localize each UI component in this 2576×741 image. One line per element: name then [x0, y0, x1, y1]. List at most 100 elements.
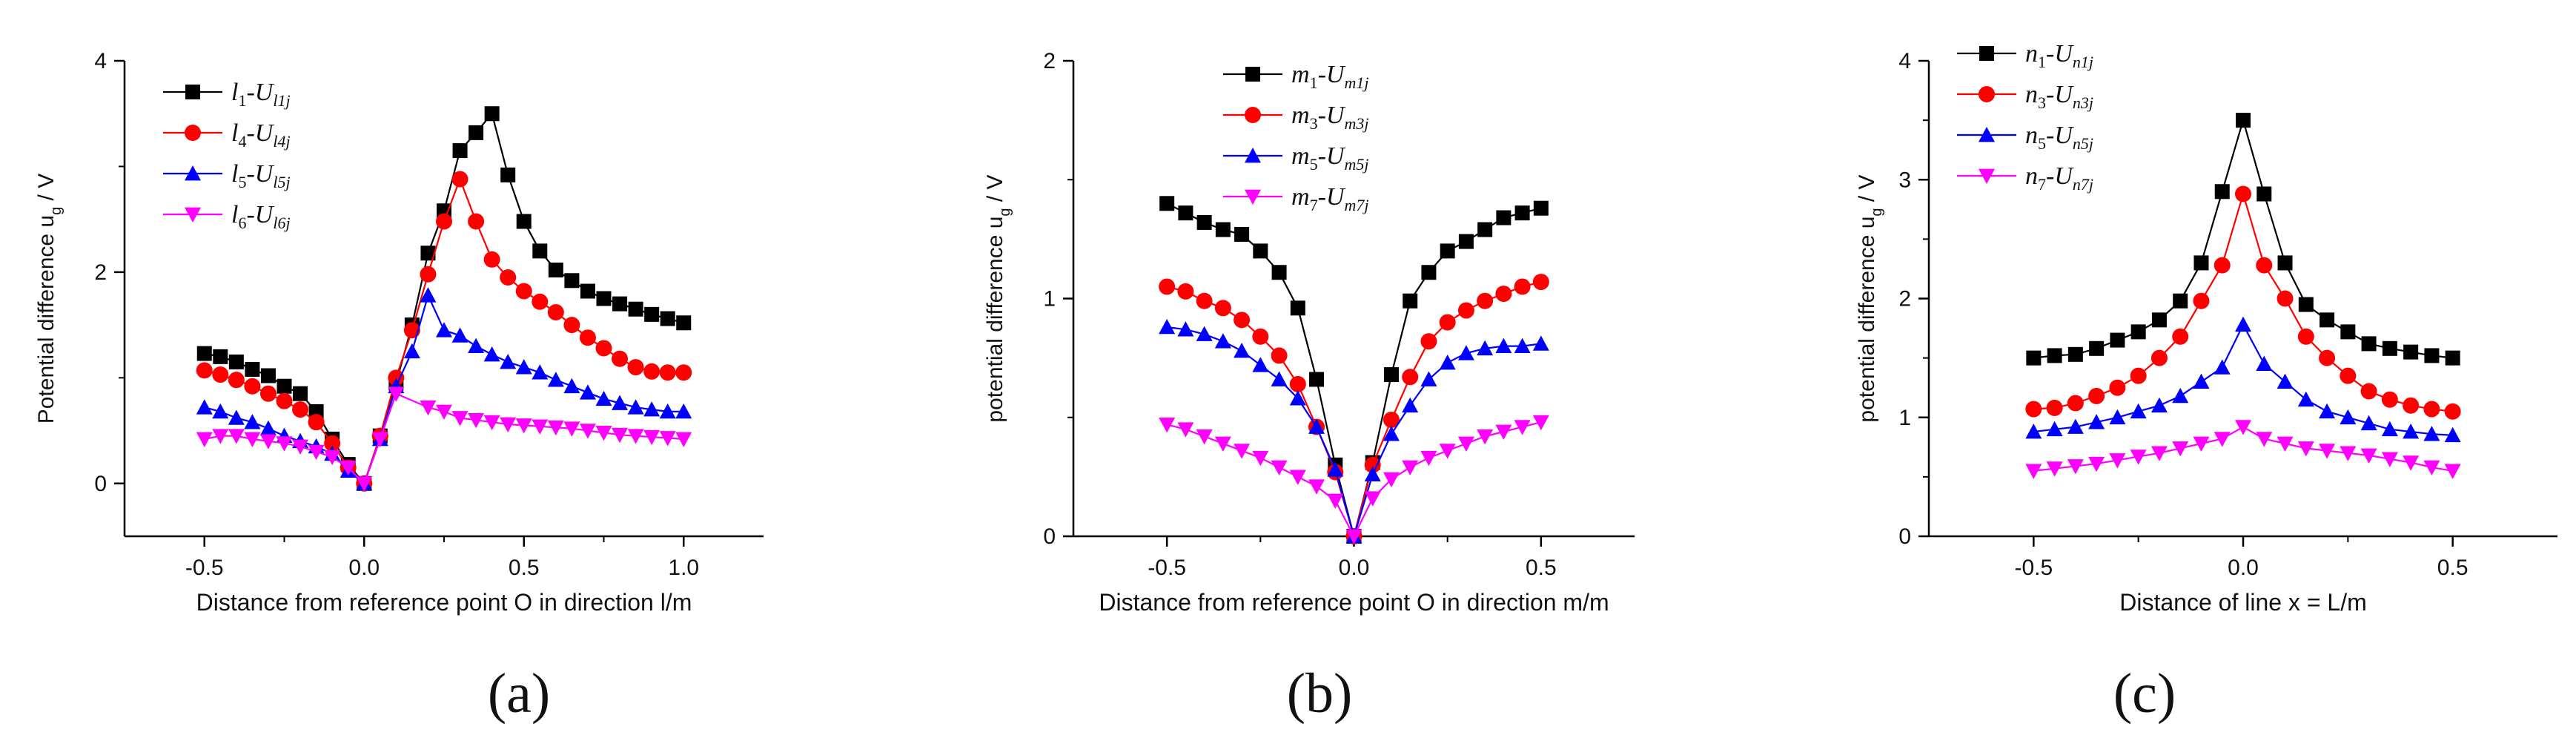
- legend-sub: 1: [238, 91, 246, 110]
- data-point: [2150, 397, 2168, 413]
- data-point: [1196, 292, 1213, 309]
- data-point: [1495, 337, 1512, 353]
- legend-marker: [1979, 127, 1995, 142]
- x-tick-label: 0.5: [2437, 556, 2469, 580]
- data-point: [2193, 373, 2210, 389]
- data-point: [612, 427, 629, 444]
- series-m7-Um7j: [1159, 415, 1549, 544]
- data-point: [628, 301, 643, 317]
- data-point: [356, 476, 373, 492]
- data-point: [2150, 349, 2168, 366]
- data-point: [2046, 461, 2063, 477]
- data-point: [1439, 314, 1456, 331]
- legend-entry: n3-Un3j: [1957, 81, 2093, 112]
- data-point: [388, 369, 405, 386]
- series-n5-Un5j: [2025, 316, 2461, 443]
- legend-mid: -U: [1318, 142, 1346, 170]
- data-point: [2214, 184, 2230, 200]
- data-point: [2256, 257, 2273, 274]
- data-point: [563, 421, 580, 437]
- data-point: [483, 415, 500, 431]
- data-point: [259, 385, 277, 402]
- legend-mid: -U: [2046, 122, 2074, 149]
- legend-marker: [1979, 46, 1994, 61]
- data-point: [196, 432, 213, 447]
- data-point: [2340, 446, 2357, 461]
- x-axis-label: Distance from reference point O in direc…: [196, 589, 692, 616]
- x-tick-label: 1.0: [668, 556, 699, 580]
- data-point: [1495, 424, 1512, 440]
- legend-sub: l4j: [273, 132, 290, 151]
- data-point: [2214, 257, 2231, 274]
- data-point: [532, 364, 549, 380]
- data-point: [2110, 332, 2125, 348]
- x-tick-label: 0.0: [1339, 556, 1370, 580]
- legend-label: l6-Ul6j: [231, 201, 291, 232]
- legend-sub: 7: [1310, 196, 1318, 214]
- data-point: [1496, 210, 1512, 225]
- data-point: [659, 403, 676, 419]
- data-point: [2319, 444, 2336, 459]
- y-tick-label: 3: [1898, 168, 1911, 192]
- data-point: [2277, 255, 2293, 271]
- x-tick-label: -0.5: [185, 556, 224, 580]
- legend-main: l: [231, 201, 238, 228]
- data-point: [643, 429, 660, 446]
- data-point: [1477, 222, 1493, 237]
- legend-mid: -U: [2046, 81, 2074, 108]
- data-point: [324, 449, 341, 466]
- data-point: [2340, 324, 2356, 340]
- legend-main: n: [2025, 122, 2038, 149]
- data-point: [2382, 340, 2397, 356]
- legend-mid: -U: [2046, 162, 2074, 190]
- legend-label: n1-Un1j: [2025, 40, 2093, 71]
- data-point: [1402, 397, 1419, 413]
- data-point: [500, 417, 517, 433]
- data-point: [228, 409, 245, 425]
- legend-label: m7-Um7j: [1291, 183, 1368, 214]
- legend-label: l1-Ul1j: [231, 79, 291, 110]
- series-line: [1166, 281, 1542, 540]
- data-point: [1402, 460, 1419, 476]
- data-point: [1421, 265, 1437, 280]
- data-point: [436, 404, 452, 420]
- data-point: [1477, 340, 1494, 356]
- legend-sub: n5j: [2073, 134, 2093, 153]
- data-point: [627, 359, 644, 376]
- data-point: [468, 412, 485, 429]
- data-point: [293, 386, 308, 401]
- data-point: [1214, 436, 1231, 452]
- y-tick-label: 2: [1043, 49, 1056, 73]
- data-point: [659, 364, 676, 381]
- data-point: [2297, 328, 2314, 345]
- legend-sub: m3j: [1344, 114, 1368, 133]
- legend-marker: [1245, 189, 1261, 205]
- data-point: [1440, 243, 1455, 259]
- data-point: [468, 337, 485, 353]
- y-tick-label: 1: [1043, 287, 1056, 312]
- data-point: [212, 403, 229, 419]
- legend-main: m: [1291, 183, 1310, 211]
- series-line: [1166, 202, 1542, 537]
- data-point: [483, 346, 500, 362]
- data-point: [1308, 479, 1325, 495]
- data-point: [1177, 321, 1194, 337]
- data-point: [579, 329, 596, 346]
- data-point: [1252, 450, 1269, 467]
- data-point: [451, 171, 468, 188]
- series-m3-Um3j: [1159, 274, 1549, 544]
- series-n3-Un3j: [2025, 185, 2461, 420]
- legend-mid: -U: [246, 119, 274, 147]
- data-point: [1477, 429, 1494, 445]
- data-point: [484, 106, 500, 122]
- legend-sub: 7: [2038, 175, 2046, 194]
- data-point: [1364, 491, 1381, 507]
- legend-entry: m5-Um5j: [1223, 142, 1368, 174]
- data-point: [547, 304, 564, 321]
- data-point: [579, 384, 596, 400]
- data-point: [500, 353, 517, 369]
- y-tick-label: 0: [1043, 524, 1056, 549]
- x-tick-label: 0.0: [348, 556, 380, 580]
- data-point: [1457, 436, 1474, 452]
